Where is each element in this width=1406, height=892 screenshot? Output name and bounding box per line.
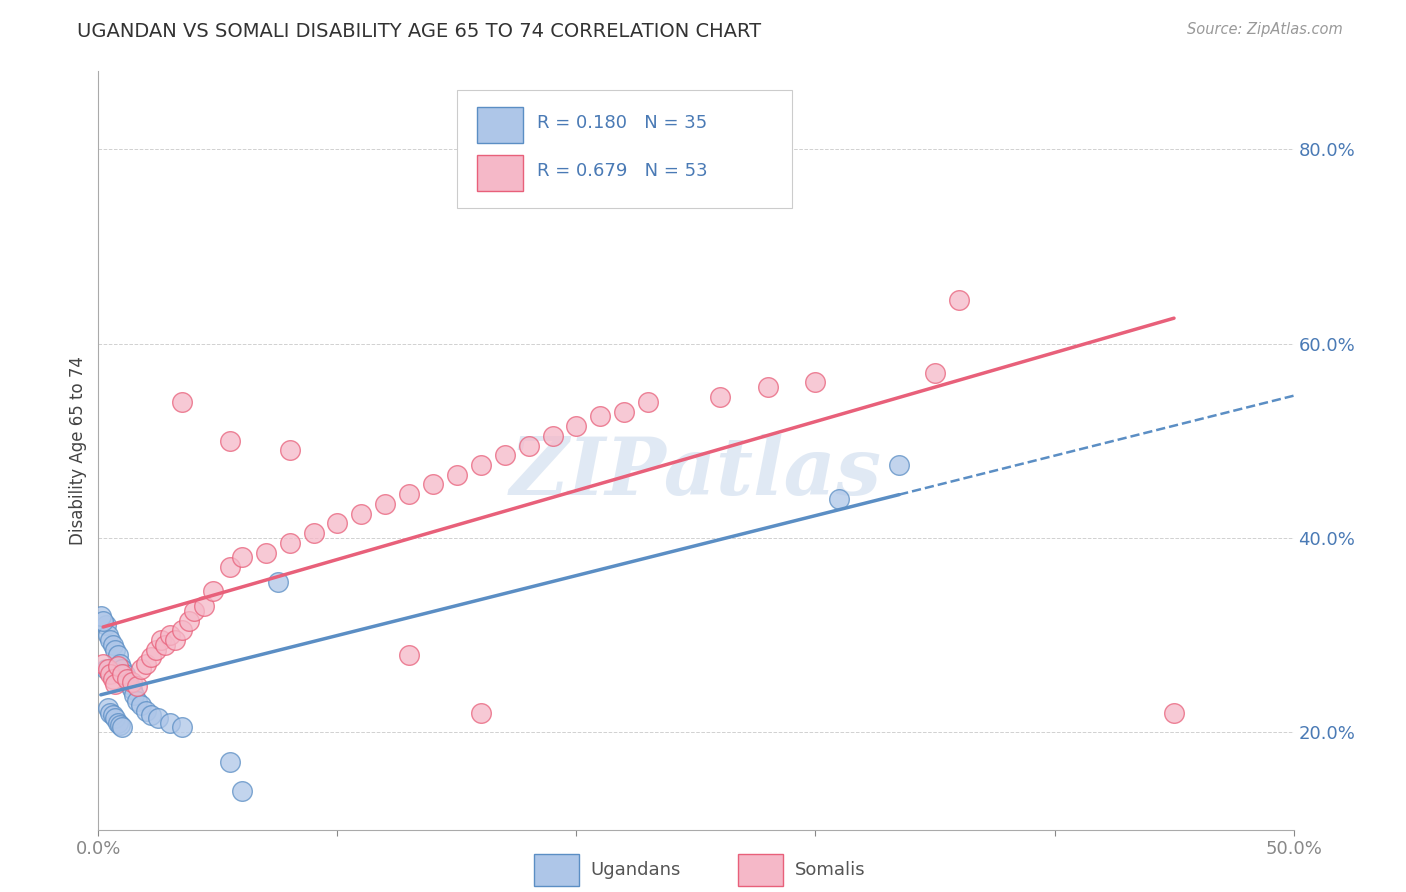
Point <box>924 366 946 380</box>
Text: Source: ZipAtlas.com: Source: ZipAtlas.com <box>1187 22 1343 37</box>
Point <box>172 624 194 638</box>
Point <box>145 642 167 657</box>
Point <box>107 659 129 673</box>
Point <box>111 662 134 676</box>
Point <box>108 657 131 672</box>
Point <box>98 633 122 648</box>
Point <box>101 672 124 686</box>
Point <box>219 755 242 769</box>
Point <box>104 711 127 725</box>
Point <box>446 467 468 482</box>
Point <box>267 574 290 589</box>
Point <box>104 642 127 657</box>
Point <box>91 614 114 628</box>
Point <box>121 681 143 696</box>
Text: Ugandans: Ugandans <box>591 861 681 879</box>
Point <box>517 439 540 453</box>
Point <box>97 701 120 715</box>
Point <box>278 536 301 550</box>
Point <box>131 662 153 676</box>
Point <box>115 672 138 686</box>
Point <box>101 638 124 652</box>
Text: ZIPatlas: ZIPatlas <box>510 434 882 512</box>
FancyBboxPatch shape <box>477 155 523 191</box>
Point <box>98 706 122 720</box>
FancyBboxPatch shape <box>477 107 523 144</box>
Point <box>97 662 120 676</box>
Point <box>108 717 131 731</box>
Point <box>172 395 194 409</box>
Text: R = 0.679   N = 53: R = 0.679 N = 53 <box>537 162 707 180</box>
Point <box>148 711 170 725</box>
Point <box>828 491 851 506</box>
Point <box>470 458 492 472</box>
Text: UGANDAN VS SOMALI DISABILITY AGE 65 TO 74 CORRELATION CHART: UGANDAN VS SOMALI DISABILITY AGE 65 TO 7… <box>77 22 762 41</box>
Point <box>398 487 420 501</box>
Point <box>149 633 172 648</box>
Point <box>326 516 349 531</box>
Point <box>135 704 157 718</box>
Point <box>98 667 122 681</box>
Point <box>179 614 201 628</box>
Point <box>172 721 194 735</box>
Point <box>104 677 127 691</box>
Point <box>193 599 215 613</box>
Point <box>398 648 420 662</box>
Point <box>219 434 242 448</box>
Point <box>709 390 731 404</box>
Point <box>107 648 129 662</box>
Point <box>131 698 153 713</box>
Y-axis label: Disability Age 65 to 74: Disability Age 65 to 74 <box>69 356 87 545</box>
Point <box>139 649 162 664</box>
Point <box>231 550 253 565</box>
Point <box>135 657 157 672</box>
Point <box>94 662 117 676</box>
Point <box>889 458 911 472</box>
Point <box>756 380 779 394</box>
Point <box>97 628 120 642</box>
Point <box>422 477 444 491</box>
Point <box>111 667 134 681</box>
Point <box>219 560 242 574</box>
Point <box>159 715 181 730</box>
Point <box>183 604 205 618</box>
Point <box>155 638 177 652</box>
Text: Somalis: Somalis <box>794 861 865 879</box>
Point <box>111 721 134 735</box>
FancyBboxPatch shape <box>457 90 792 208</box>
Point <box>804 376 827 390</box>
Point <box>254 545 277 559</box>
Point <box>470 706 492 720</box>
Point <box>101 707 124 722</box>
Point <box>114 667 136 681</box>
Point <box>107 715 129 730</box>
Point <box>565 419 588 434</box>
Point <box>118 677 141 691</box>
Point <box>302 526 325 541</box>
Point <box>613 404 636 418</box>
Point <box>115 672 138 686</box>
Point <box>374 497 396 511</box>
Point <box>278 443 301 458</box>
Point <box>1163 706 1185 720</box>
Point <box>541 429 564 443</box>
Point <box>637 395 659 409</box>
Point <box>159 628 181 642</box>
Point <box>202 584 225 599</box>
Point <box>94 618 117 632</box>
Point <box>589 409 612 424</box>
Point <box>121 674 143 689</box>
Point <box>948 293 970 307</box>
Point <box>231 783 253 797</box>
Point <box>124 689 146 703</box>
Point <box>91 657 114 672</box>
Point <box>163 633 186 648</box>
Point <box>125 679 148 693</box>
Point <box>139 707 162 722</box>
Point <box>494 448 516 462</box>
Point <box>90 608 112 623</box>
Point <box>350 507 373 521</box>
Text: R = 0.180   N = 35: R = 0.180 N = 35 <box>537 114 707 132</box>
Point <box>125 694 148 708</box>
